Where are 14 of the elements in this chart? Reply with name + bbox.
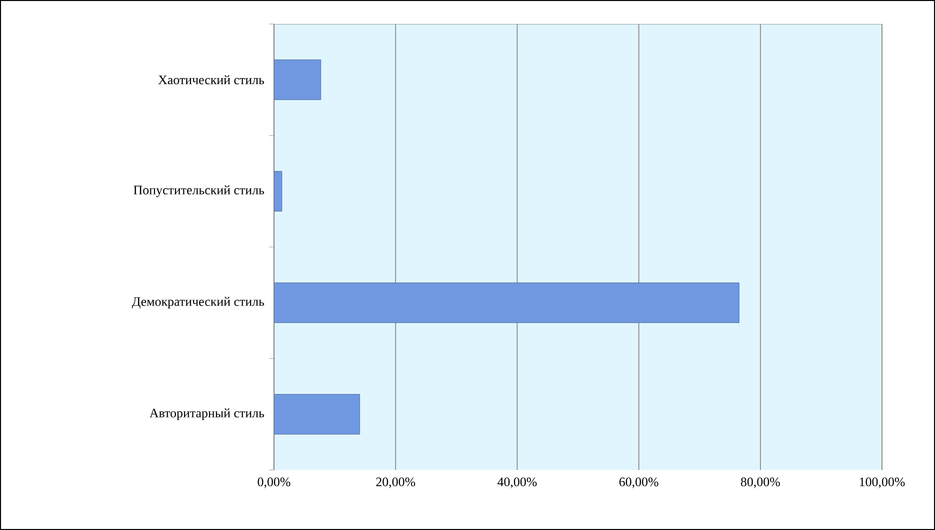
bar	[274, 282, 740, 323]
x-tick-label: 80,00%	[740, 478, 780, 488]
y-tick-label: Попустительский стиль	[134, 185, 264, 198]
y-tick-label: Демократический стиль	[132, 296, 264, 309]
bar	[274, 60, 322, 100]
y-tick-label: Авторитарный стиль	[150, 408, 264, 420]
y-tick-label: Хаотический стиль	[158, 75, 264, 84]
x-tick-label: 60,00%	[619, 478, 658, 488]
x-tick-label: 0,00%	[258, 478, 290, 488]
x-tick-label: 20,00%	[376, 478, 416, 488]
bar	[274, 394, 360, 434]
x-tick-label: 40,00%	[497, 478, 537, 488]
x-tick-label: 100,00%	[860, 478, 905, 488]
bar	[274, 171, 282, 212]
